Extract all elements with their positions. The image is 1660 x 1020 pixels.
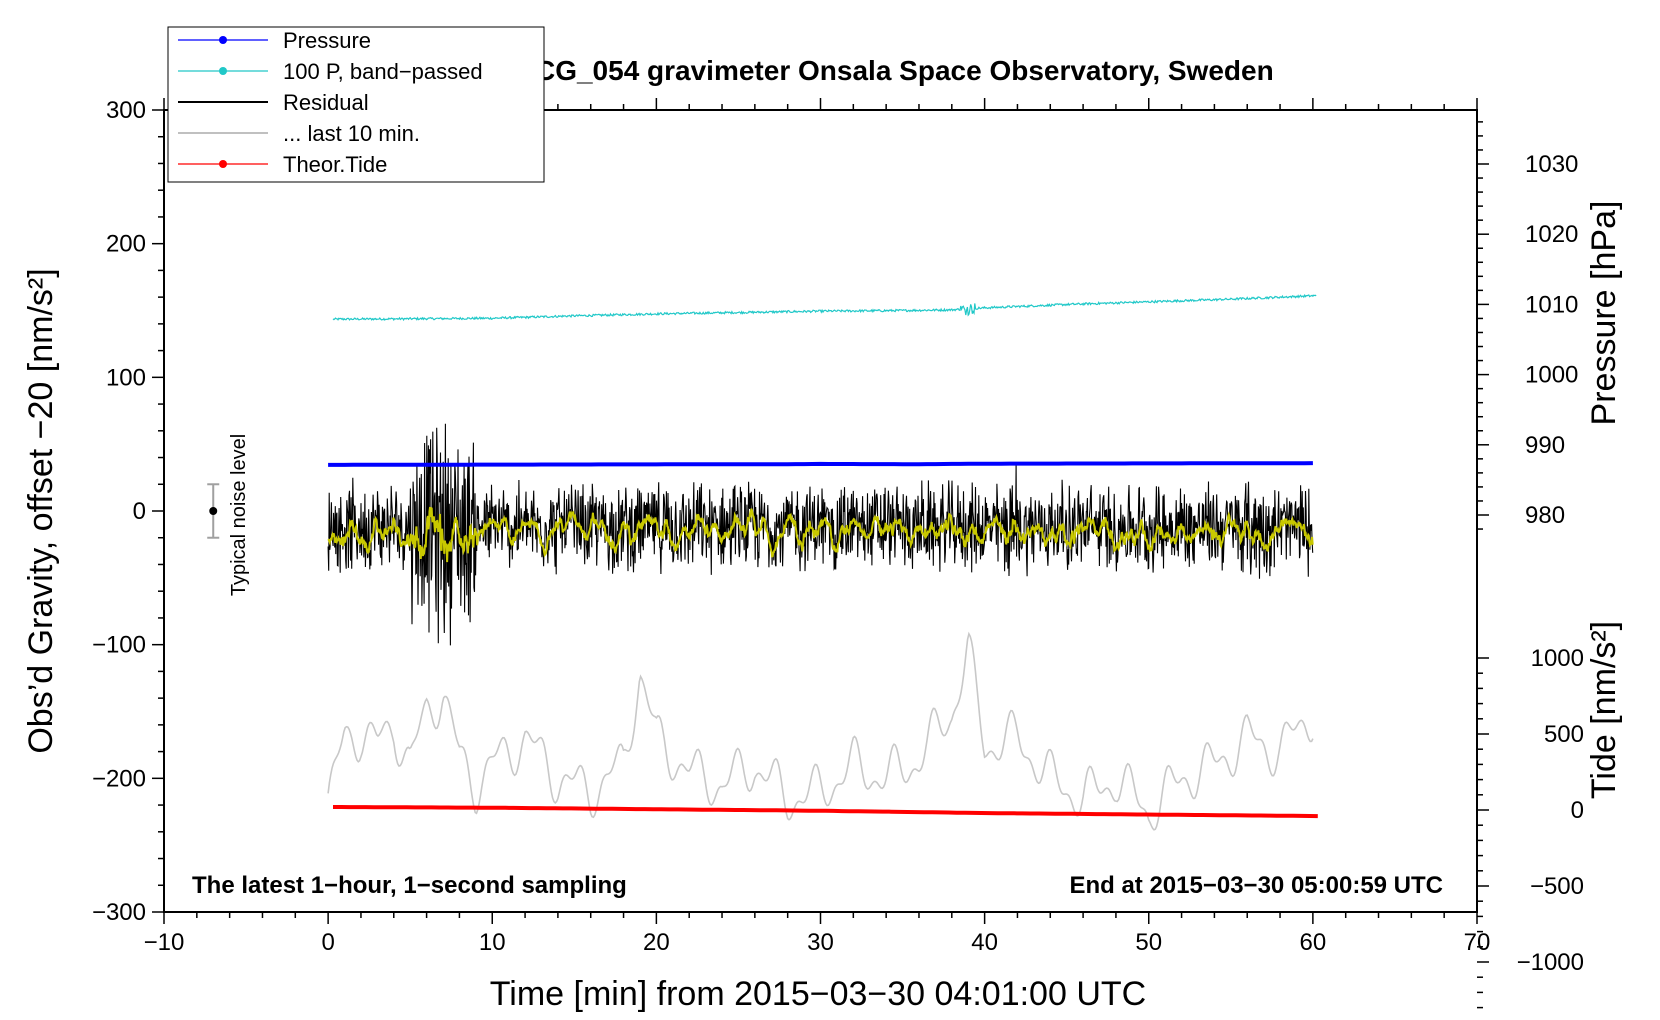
tide-axis-title: Tide [nm/s²]: [1585, 621, 1623, 799]
pressure-axis-title: Pressure [hPa]: [1585, 201, 1623, 426]
legend-label: Theor.Tide: [283, 152, 387, 177]
series-pressure: [328, 461, 1313, 467]
x-axis: −10 0 10 20 30 40 50 60 70: [144, 98, 1491, 956]
noise-indicator: [207, 483, 220, 539]
x-tick-label: 0: [321, 929, 334, 956]
end-time-note: End at 2015−03−30 05:00:59 UTC: [1069, 872, 1443, 899]
tide-tick-label: 500: [1544, 721, 1584, 748]
tide-tick-label: 0: [1571, 797, 1584, 824]
pressure-tick-label: 1010: [1525, 291, 1578, 318]
tide-tick-label: −1000: [1517, 949, 1584, 976]
series-residual: [327, 423, 1314, 646]
pressure-tick-label: 980: [1525, 502, 1565, 529]
legend-marker: [219, 67, 227, 75]
pressure-tick-label: 1020: [1525, 221, 1578, 248]
series-theor-tide: [333, 805, 1318, 819]
series-layer: [327, 293, 1318, 831]
legend-label: 100 P, band−passed: [283, 59, 483, 84]
x-tick-label: 40: [971, 929, 998, 956]
y-axis-pressure: 1030 1020 1010 1000 990 980: [1477, 121, 1578, 530]
x-tick-label: 50: [1135, 929, 1162, 956]
x-axis-title: Time [min] from 2015−03−30 04:01:00 UTC: [490, 975, 1146, 1013]
series-band-passed-pressure: [332, 293, 1317, 322]
pressure-tick-label: 1000: [1525, 362, 1578, 389]
sampling-note: The latest 1−hour, 1−second sampling: [192, 872, 627, 899]
y-tick-label: −100: [92, 632, 146, 659]
pressure-tick-label: 990: [1525, 432, 1565, 459]
legend-label: ... last 10 min.: [283, 121, 420, 146]
y-tick-label: 200: [106, 231, 146, 258]
legend-marker: [219, 36, 227, 44]
x-tick-label: 10: [479, 929, 506, 956]
pressure-tick-label: 1030: [1525, 151, 1578, 178]
x-tick-label: 60: [1300, 929, 1327, 956]
y-tick-label: −300: [92, 899, 146, 926]
x-tick-label: 30: [807, 929, 834, 956]
x-tick-label: −10: [144, 929, 185, 956]
legend-box: [167, 26, 545, 183]
tide-tick-label: 1000: [1531, 645, 1584, 672]
y-axis-left: 300 200 100 0 −100 −200 −300: [92, 97, 164, 926]
y-tick-label: 300: [106, 97, 146, 124]
y-tick-label: 100: [106, 364, 146, 391]
noise-center-dot: [209, 507, 218, 515]
y-tick-label: 0: [133, 498, 146, 525]
tide-tick-label: −500: [1530, 873, 1584, 900]
y-tick-label: −200: [92, 765, 146, 792]
series-last-10-min: [327, 631, 1314, 831]
series-filtered: [327, 506, 1314, 563]
legend-label: Pressure: [283, 28, 371, 53]
legend-marker: [219, 160, 227, 168]
chart-title: SCG_054 gravimeter Onsala Space Observat…: [516, 55, 1273, 86]
legend-label: Residual: [283, 90, 369, 115]
y-axis-title: Obs’d Gravity, offset −20 [nm/s²]: [22, 268, 60, 753]
legend: Pressure 100 P, band−passed Residual ... la…: [167, 26, 545, 183]
noise-label: Typical noise level: [228, 434, 250, 596]
x-tick-label: 20: [643, 929, 670, 956]
x-tick-label: 70: [1464, 929, 1491, 956]
